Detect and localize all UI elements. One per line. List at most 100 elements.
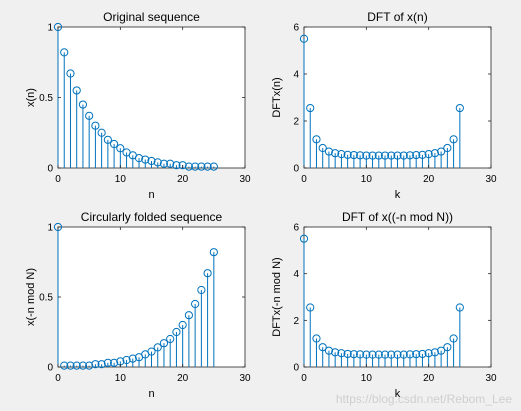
stem-marker — [85, 361, 94, 370]
stem-marker — [72, 361, 81, 370]
stem-marker — [134, 154, 144, 163]
stem-marker — [331, 149, 340, 158]
stem-marker — [53, 222, 63, 232]
stem-marker — [405, 350, 415, 359]
stem-marker — [343, 349, 352, 359]
stem-marker — [91, 360, 100, 369]
stem-marker — [418, 349, 427, 359]
stem-marker — [172, 161, 181, 170]
stem-marker — [374, 151, 383, 160]
stem-marker — [203, 162, 212, 171]
stem-marker — [97, 128, 106, 137]
x-axis-label: n — [148, 388, 154, 400]
subplot-1: 0 10 20 30 0 0.5 1 Original sequence n x(n) — [25, 10, 251, 201]
stem-marker — [437, 346, 446, 355]
x-tick-label: 10 — [115, 373, 127, 384]
stem-marker — [178, 161, 187, 170]
stem-marker — [312, 135, 321, 144]
stem-marker — [349, 150, 358, 160]
y-tick-label: 0.5 — [39, 293, 53, 304]
stem-marker — [362, 350, 371, 359]
stem-marker — [153, 343, 162, 352]
y-tick-label: 0.5 — [39, 93, 53, 104]
axes-title: Circularly folded sequence — [81, 210, 223, 224]
stem-marker — [356, 151, 365, 160]
y-tick-label: 0 — [47, 164, 53, 175]
stem-marker — [147, 156, 156, 166]
stem-marker — [380, 350, 390, 359]
stem-marker — [399, 350, 408, 359]
x-tick-label: 0 — [301, 373, 307, 384]
stem-marker — [424, 150, 433, 159]
stem-marker — [72, 86, 81, 95]
stem-marker — [455, 303, 464, 312]
stem-marker — [349, 350, 358, 359]
stem-marker — [380, 151, 390, 160]
y-axis-label: DFTx(n) — [271, 77, 283, 117]
y-tick-label: 2 — [293, 117, 299, 128]
x-tick-label: 0 — [55, 174, 61, 185]
stem-marker — [60, 48, 69, 57]
stem-marker — [430, 149, 439, 158]
stem-marker — [184, 311, 193, 320]
stem-marker — [306, 103, 315, 113]
subplot-2: 0 10 20 30 0 2 4 6 DFT of x(n) k DFTx(n) — [271, 10, 497, 201]
stem-marker — [60, 361, 69, 370]
x-tick-label: 10 — [361, 174, 373, 185]
stem-marker — [103, 358, 112, 367]
x-tick-label: 30 — [239, 174, 251, 185]
y-axis-label: x(n) — [25, 88, 37, 107]
stem-marker — [437, 147, 446, 156]
stem-marker — [399, 151, 408, 160]
x-tick-label: 20 — [423, 373, 435, 384]
stem-marker — [91, 121, 100, 130]
x-tick-label: 30 — [239, 373, 251, 384]
x-axis-label: n — [148, 189, 154, 201]
subplot-4: 0 10 20 30 0 2 4 6 DFT of x((-n mod N)) k DFTx(-n … — [271, 210, 497, 400]
stem-marker — [53, 22, 63, 32]
stem-marker — [166, 334, 175, 344]
stem-marker — [387, 350, 396, 359]
stem-marker — [299, 34, 309, 43]
axes-box — [303, 226, 492, 368]
x-tick-label: 30 — [485, 174, 497, 185]
y-tick-label: 6 — [293, 23, 299, 34]
stem-marker — [103, 135, 112, 144]
stem-marker — [362, 151, 371, 160]
stem-marker — [418, 150, 427, 159]
stem-marker — [337, 150, 346, 159]
stem-marker — [449, 135, 458, 144]
x-tick-label: 10 — [361, 373, 373, 384]
stem-marker — [331, 348, 340, 357]
stem-marker — [122, 355, 131, 365]
stem-marker — [368, 151, 377, 160]
x-tick-label: 20 — [423, 174, 435, 185]
stem-marker — [393, 350, 402, 359]
stem-marker — [412, 150, 421, 160]
stem-marker — [191, 299, 200, 309]
x-tick-label: 0 — [301, 174, 307, 185]
stem-marker — [184, 162, 193, 171]
stem-marker — [443, 143, 452, 153]
stem-marker — [197, 285, 206, 295]
stem-marker — [203, 269, 212, 278]
y-tick-label: 0 — [47, 363, 53, 374]
stem-marker — [387, 151, 396, 160]
stem-marker — [455, 103, 464, 113]
stem-marker — [318, 343, 327, 352]
x-tick-label: 20 — [177, 174, 189, 185]
subplot-3: 0 10 20 30 0 0.5 1 Circularly folded sequence n x… — [25, 210, 251, 400]
stem-marker — [172, 327, 181, 337]
x-tick-label: 20 — [177, 373, 189, 384]
y-tick-label: 1 — [47, 223, 53, 234]
axes-title: DFT of x(n) — [367, 10, 427, 24]
stem-marker — [128, 354, 137, 363]
stem-marker — [430, 348, 439, 357]
x-tick-label: 0 — [55, 373, 61, 384]
stem-marker — [312, 334, 321, 343]
y-tick-label: 4 — [293, 269, 299, 280]
stem-marker — [343, 150, 352, 159]
stem-marker — [141, 155, 150, 164]
